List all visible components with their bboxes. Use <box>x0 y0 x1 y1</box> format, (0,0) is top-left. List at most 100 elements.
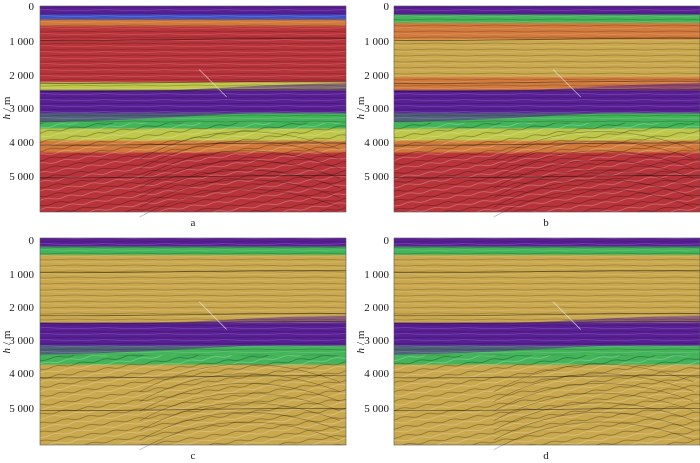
depth-tick-0: 0 <box>29 1 35 13</box>
depth-tick-2000: 2 000 <box>9 70 34 82</box>
panel-a: 0 1 000 2 000 3 000 4 000 5 000 h/ m a <box>1 1 347 229</box>
dome-reflector <box>493 402 694 431</box>
horizon-line <box>393 88 700 92</box>
horizon-line <box>39 269 347 274</box>
horizon-line <box>393 375 700 379</box>
panel-a-depth-axis: 0 1 000 2 000 3 000 4 000 5 000 h/ m <box>1 1 35 183</box>
depth-tick-4000: 4 000 <box>9 368 34 380</box>
dome-reflector <box>493 363 694 393</box>
panel-frame <box>39 5 347 213</box>
depth-tick-3000: 3 000 <box>9 103 34 115</box>
horizon-line <box>393 320 700 325</box>
depth-tick-2000: 2 000 <box>364 70 389 82</box>
dome-reflector <box>493 412 694 441</box>
depth-axis-label: h/ m <box>355 330 367 353</box>
dome-reflector <box>139 160 340 189</box>
reflector-texture <box>394 6 700 123</box>
depth-tick-2000: 2 000 <box>364 302 389 314</box>
dome-reflector <box>139 131 340 160</box>
panel-d-depth-axis: 0 1 000 2 000 3 000 4 000 5 000 h/ m <box>355 235 390 415</box>
panel-label-b: b <box>543 217 549 229</box>
horizon-line <box>39 320 347 325</box>
fault-trace <box>552 69 581 98</box>
horizon-line <box>393 175 700 179</box>
dome-reflector <box>493 140 694 170</box>
dome-reflector <box>139 421 340 451</box>
depth-tick-4000: 4 000 <box>364 368 389 380</box>
panel-c: 0 1 000 2 000 3 000 4 000 5 000 h/ m c <box>1 235 347 462</box>
deep-reflector-texture <box>394 355 700 445</box>
fault-trace <box>198 69 227 98</box>
horizon-line <box>393 269 700 274</box>
depth-axis-label: h/ m <box>355 96 367 119</box>
depth-tick-3000: 3 000 <box>364 335 389 347</box>
dome-reflector <box>139 150 340 179</box>
deep-reflector-texture <box>40 355 346 445</box>
depth-tick-4000: 4 000 <box>9 137 34 149</box>
panel-a-velocity-model <box>39 5 347 218</box>
dome-reflector <box>139 188 340 218</box>
depth-tick-3000: 3 000 <box>9 335 34 347</box>
dome-reflector <box>139 373 340 402</box>
horizon-line <box>393 80 700 84</box>
panel-frame <box>393 5 700 213</box>
horizon-line <box>39 407 347 412</box>
depth-tick-5000: 5 000 <box>9 403 34 415</box>
dome-reflector <box>139 383 340 412</box>
dome-reflector <box>493 169 694 199</box>
depth-tick-5000: 5 000 <box>9 171 34 183</box>
fault-trace <box>552 301 581 330</box>
dome-reflector <box>139 402 340 431</box>
depth-tick-5000: 5 000 <box>364 403 389 415</box>
dome-reflector <box>493 188 694 218</box>
panel-frame <box>39 237 347 446</box>
depth-tick-1000: 1 000 <box>9 36 34 48</box>
depth-tick-3000: 3 000 <box>364 103 389 115</box>
deep-reflector-texture <box>394 122 700 212</box>
dome-reflector <box>139 179 340 208</box>
panel-d-velocity-model <box>393 237 700 451</box>
panel-label-d: d <box>543 450 549 462</box>
dome-reflector <box>493 421 694 451</box>
dome-reflector <box>139 169 340 199</box>
dome-reflector <box>493 392 694 422</box>
depth-tick-1000: 1 000 <box>364 36 389 48</box>
dome-reflector <box>139 412 340 441</box>
dome-reflector <box>493 179 694 208</box>
horizon-line <box>39 80 347 84</box>
deep-reflector-texture <box>40 122 346 212</box>
panel-frame <box>393 237 700 446</box>
horizon-line <box>39 88 347 92</box>
horizon-line <box>393 407 700 412</box>
horizon-line <box>39 375 347 379</box>
horizon-line <box>39 175 347 179</box>
depth-tick-2000: 2 000 <box>9 302 34 314</box>
depth-tick-0: 0 <box>384 235 390 247</box>
dome-reflector <box>139 363 340 393</box>
dome-reflector <box>493 131 694 160</box>
fault-trace <box>198 301 227 330</box>
panel-b-velocity-model <box>393 5 700 218</box>
panel-b-depth-axis: 0 1 000 2 000 3 000 4 000 5 000 h/ m <box>355 1 390 183</box>
depth-axis-label: h/ m <box>1 330 13 353</box>
horizon-line <box>39 142 347 146</box>
panel-d: 0 1 000 2 000 3 000 4 000 5 000 h/ m d <box>355 235 700 462</box>
panel-c-depth-axis: 0 1 000 2 000 3 000 4 000 5 000 h/ m <box>1 235 35 415</box>
panel-c-velocity-model <box>39 237 347 451</box>
reflector-texture <box>394 238 700 356</box>
dome-reflector <box>139 140 340 170</box>
horizon-line <box>393 142 700 146</box>
depth-tick-1000: 1 000 <box>9 269 34 281</box>
dome-reflector <box>493 373 694 402</box>
dome-reflector <box>493 150 694 179</box>
depth-tick-4000: 4 000 <box>364 137 389 149</box>
depth-axis-label: h/ m <box>1 96 13 119</box>
depth-tick-0: 0 <box>29 235 35 247</box>
horizon-line <box>39 37 347 41</box>
horizon-line <box>39 313 347 317</box>
panel-label-a: a <box>191 217 196 229</box>
horizon-line <box>393 37 700 41</box>
dome-reflector <box>493 160 694 189</box>
dome-reflector <box>493 383 694 412</box>
dome-reflector <box>139 392 340 422</box>
